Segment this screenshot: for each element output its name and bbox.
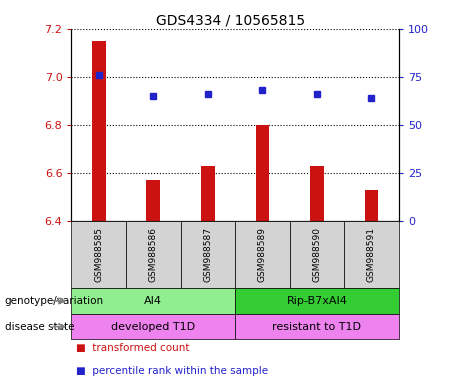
Text: AI4: AI4: [144, 296, 162, 306]
Bar: [92, 41, 106, 221]
Text: disease state: disease state: [5, 321, 74, 332]
Text: GSM988586: GSM988586: [149, 227, 158, 282]
Text: GSM988591: GSM988591: [367, 227, 376, 282]
Text: Rip-B7xAI4: Rip-B7xAI4: [286, 296, 348, 306]
Text: ■  percentile rank within the sample: ■ percentile rank within the sample: [76, 366, 268, 376]
Text: GSM988587: GSM988587: [203, 227, 213, 282]
Text: GSM988585: GSM988585: [94, 227, 103, 282]
Text: developed T1D: developed T1D: [111, 321, 195, 332]
Text: GSM988590: GSM988590: [313, 227, 321, 282]
Bar: [365, 190, 378, 221]
Bar: [147, 180, 160, 221]
Text: GDS4334 / 10565815: GDS4334 / 10565815: [156, 13, 305, 27]
Bar: [255, 125, 269, 221]
Text: genotype/variation: genotype/variation: [5, 296, 104, 306]
Text: resistant to T1D: resistant to T1D: [272, 321, 361, 332]
Bar: [201, 166, 215, 221]
Text: GSM988589: GSM988589: [258, 227, 267, 282]
Text: ■  transformed count: ■ transformed count: [76, 343, 189, 353]
Bar: [310, 166, 324, 221]
